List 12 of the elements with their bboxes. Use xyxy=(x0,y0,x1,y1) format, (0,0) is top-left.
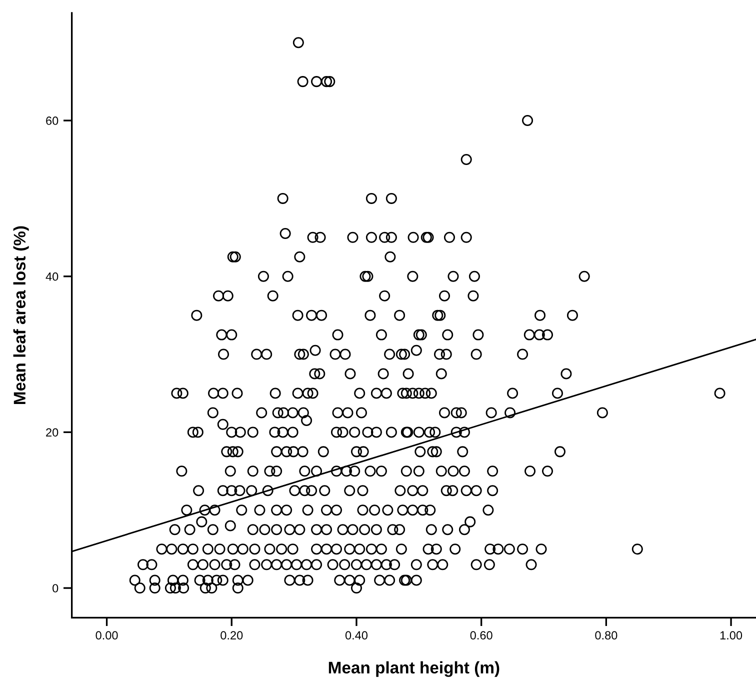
x-axis-title: Mean plant height (m) xyxy=(328,661,500,677)
x-tick-label: 0.80 xyxy=(595,631,618,640)
x-tick-label: 1.00 xyxy=(720,631,742,640)
y-tick-label: 60 xyxy=(46,116,58,125)
y-tick-label: 20 xyxy=(46,428,58,437)
x-tick-label: 0.00 xyxy=(96,631,118,640)
y-axis-title: Mean leaf area lost (%) xyxy=(13,226,29,404)
x-tick-label: 0.40 xyxy=(345,631,368,640)
y-tick-label: 0 xyxy=(52,584,58,592)
x-tick-label: 0.20 xyxy=(220,631,243,640)
y-tick-label: 40 xyxy=(46,272,58,281)
x-tick-label: 0.60 xyxy=(470,631,492,640)
